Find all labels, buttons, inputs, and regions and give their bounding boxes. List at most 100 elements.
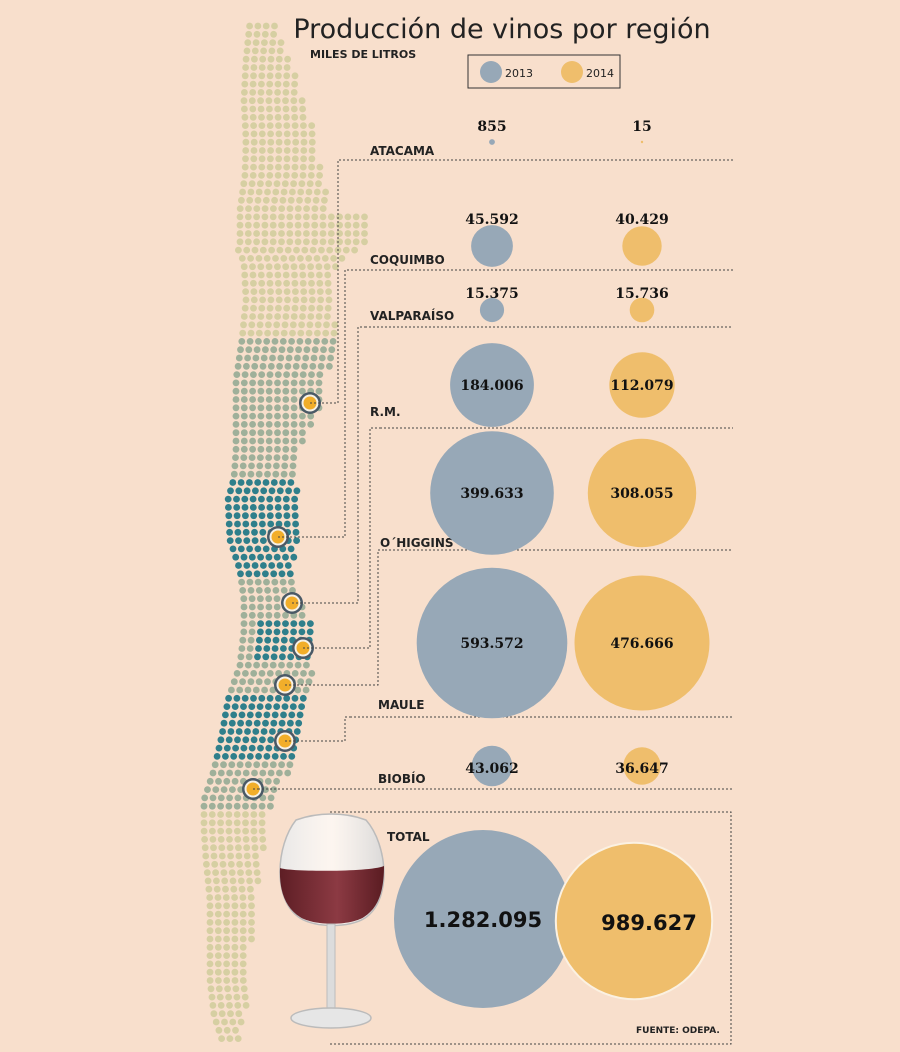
map-dot <box>234 794 242 802</box>
map-dot <box>210 1010 218 1018</box>
map-dot <box>290 396 298 403</box>
map-dot <box>271 196 278 204</box>
map-dot <box>308 670 316 677</box>
map-dot <box>292 528 300 536</box>
map-dot <box>273 620 281 627</box>
map-dot <box>225 504 232 511</box>
map-dot <box>292 362 300 370</box>
map-dot <box>282 553 289 561</box>
map-dot <box>242 1002 250 1009</box>
map-dot <box>276 362 283 370</box>
map-dot <box>336 230 343 237</box>
map-dot <box>330 329 338 337</box>
map-dot <box>264 678 271 686</box>
map-dot <box>231 968 239 976</box>
map-dot <box>250 802 258 810</box>
map-dot <box>260 537 267 544</box>
map-dot <box>324 271 332 279</box>
map-dot <box>286 761 294 769</box>
map-dot <box>282 387 290 395</box>
map-dot <box>248 611 256 619</box>
map-dot <box>274 271 282 279</box>
map-dot <box>240 628 248 636</box>
map-dot <box>217 736 225 744</box>
map-dot <box>264 470 271 478</box>
map-dot <box>294 230 302 237</box>
map-dot <box>266 670 274 677</box>
map-dot <box>249 404 256 412</box>
map-dot <box>214 968 222 976</box>
map-dot <box>270 30 277 38</box>
map-dot <box>250 670 258 677</box>
map-dot <box>300 296 308 304</box>
map-dot <box>240 263 248 271</box>
map-dot <box>249 412 256 420</box>
map-dot <box>262 196 270 204</box>
map-dot <box>232 454 239 461</box>
bubble-total-2013 <box>394 830 572 1008</box>
map-dot <box>291 163 299 171</box>
map-dot <box>206 927 214 935</box>
map-dot <box>278 346 286 354</box>
map-dot <box>276 487 284 495</box>
map-dot <box>239 678 247 686</box>
map-dot <box>252 354 260 362</box>
map-dot <box>257 271 265 279</box>
map-dot <box>283 504 290 511</box>
map-dot <box>250 304 257 312</box>
map-dot <box>261 213 269 221</box>
map-dot <box>311 213 319 221</box>
map-dot <box>261 39 268 46</box>
map-dot <box>300 155 307 163</box>
map-dot <box>200 819 208 827</box>
map-dot <box>288 255 296 262</box>
map-dot <box>209 827 216 835</box>
map-dot <box>297 678 305 686</box>
map-dot <box>287 719 294 727</box>
map-dot <box>255 711 262 719</box>
map-dot <box>255 338 262 345</box>
value-label-coquimbo-2013: 45.592 <box>465 212 519 228</box>
map-dot <box>304 196 312 204</box>
map-dot <box>261 205 269 213</box>
map-dot <box>294 686 302 694</box>
map-dot <box>290 553 298 561</box>
map-dot <box>309 296 316 304</box>
map-dot <box>206 943 214 951</box>
map-dot <box>290 445 298 453</box>
map-dot <box>274 495 282 503</box>
map-dot <box>258 670 266 677</box>
map-dot <box>255 645 262 652</box>
chart-subtitle: MILES DE LITROS <box>310 48 416 61</box>
map-dot <box>244 686 252 694</box>
map-dot <box>238 885 246 893</box>
map-dot <box>207 985 215 993</box>
map-dot <box>245 719 253 727</box>
map-dot <box>267 736 275 744</box>
map-dot <box>269 238 277 246</box>
map-dot <box>298 620 306 627</box>
map-dot <box>226 844 234 852</box>
map-dot <box>257 387 265 395</box>
map-dot <box>278 205 286 213</box>
map-dot <box>234 362 242 370</box>
bubble-ohiggins-2014 <box>587 438 697 548</box>
map-dot <box>241 105 248 113</box>
map-dot <box>315 379 323 387</box>
map-dot <box>282 263 290 271</box>
leader-line-coquimbo <box>278 269 363 538</box>
map-dot <box>308 279 315 287</box>
total-frame <box>330 811 732 1045</box>
map-dot <box>275 296 283 304</box>
map-dot <box>282 437 290 445</box>
map-dot <box>259 520 266 528</box>
map-dot <box>222 894 230 901</box>
map-dot <box>250 736 258 744</box>
map-dot <box>210 852 218 860</box>
map-dot <box>290 89 298 96</box>
map-dot <box>214 919 222 926</box>
map-dot <box>298 180 306 188</box>
map-dot <box>205 885 213 893</box>
map-dot <box>238 645 246 652</box>
